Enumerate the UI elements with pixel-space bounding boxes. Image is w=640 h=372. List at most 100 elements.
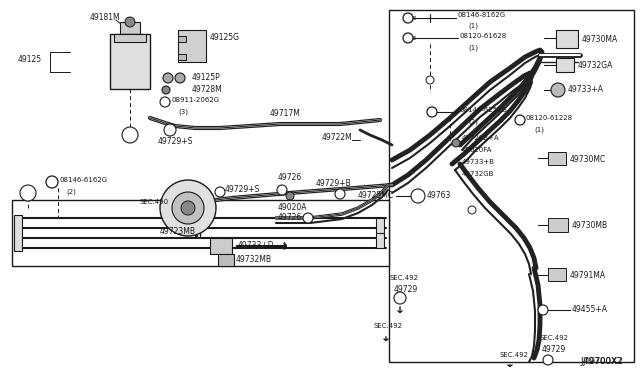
Text: 08146-6162G: 08146-6162G <box>60 177 108 183</box>
Text: SEC.492: SEC.492 <box>500 352 529 358</box>
Circle shape <box>551 83 565 97</box>
Bar <box>548 218 568 232</box>
Bar <box>178 30 206 62</box>
Text: 49728M: 49728M <box>192 86 223 94</box>
Bar <box>120 22 140 34</box>
Text: 49732MB: 49732MB <box>236 256 272 264</box>
Text: 49723MB: 49723MB <box>160 228 196 237</box>
Circle shape <box>172 192 204 224</box>
Text: 49725MC: 49725MC <box>358 192 394 201</box>
Text: J49700X2: J49700X2 <box>580 357 623 366</box>
Circle shape <box>426 76 434 84</box>
Text: B: B <box>48 180 52 185</box>
Text: 08120-61228: 08120-61228 <box>526 115 573 121</box>
Text: 49729: 49729 <box>394 285 419 295</box>
Circle shape <box>335 189 345 199</box>
Circle shape <box>303 213 313 223</box>
Circle shape <box>394 292 406 304</box>
Text: 08146-6252G: 08146-6252G <box>460 107 508 113</box>
Circle shape <box>277 185 287 195</box>
Text: 49733+D: 49733+D <box>238 241 275 250</box>
Text: 49722M: 49722M <box>322 134 353 142</box>
Text: SEC.492: SEC.492 <box>390 275 419 281</box>
Text: 49730MC: 49730MC <box>570 154 606 164</box>
Bar <box>12 200 389 266</box>
Bar <box>389 10 634 362</box>
Circle shape <box>175 73 185 83</box>
Bar <box>556 58 574 72</box>
Circle shape <box>122 127 138 143</box>
Text: 49020FA: 49020FA <box>462 147 492 153</box>
Text: 49729+B: 49729+B <box>316 180 352 189</box>
Bar <box>178 54 186 60</box>
Text: 49181M: 49181M <box>90 13 120 22</box>
Text: 49729+S: 49729+S <box>158 138 193 147</box>
Text: 49717M: 49717M <box>270 109 301 119</box>
Text: 49763: 49763 <box>427 192 451 201</box>
Circle shape <box>163 73 173 83</box>
Text: 49728B+A: 49728B+A <box>462 135 500 141</box>
Text: 49729: 49729 <box>542 346 566 355</box>
Text: 49125G: 49125G <box>210 33 240 42</box>
Text: J49700X2: J49700X2 <box>582 357 622 366</box>
Circle shape <box>403 33 413 43</box>
Text: A: A <box>128 132 132 138</box>
Circle shape <box>164 124 176 136</box>
Text: 08146-8162G: 08146-8162G <box>458 12 506 18</box>
Text: 49730MA: 49730MA <box>582 35 618 45</box>
Text: 49791MA: 49791MA <box>570 270 606 279</box>
Text: 49125: 49125 <box>18 55 42 64</box>
Text: 49125P: 49125P <box>192 74 221 83</box>
Circle shape <box>543 355 553 365</box>
Circle shape <box>160 180 216 236</box>
Text: SEC.492: SEC.492 <box>374 323 403 329</box>
Text: B: B <box>411 16 415 20</box>
Bar <box>210 238 232 254</box>
Text: 08120-61628: 08120-61628 <box>460 33 508 39</box>
Circle shape <box>468 206 476 214</box>
Circle shape <box>452 139 460 147</box>
Bar <box>548 268 566 281</box>
Text: (2): (2) <box>468 119 478 125</box>
Text: B: B <box>518 118 522 122</box>
Circle shape <box>162 86 170 94</box>
Bar <box>14 215 22 251</box>
Circle shape <box>46 176 58 188</box>
Text: B: B <box>411 35 415 41</box>
Bar <box>556 30 578 48</box>
Text: 49733+A: 49733+A <box>568 86 604 94</box>
Bar <box>548 152 566 165</box>
Text: SEC.492: SEC.492 <box>540 335 569 341</box>
Circle shape <box>538 305 548 315</box>
Text: N: N <box>161 99 165 105</box>
Text: 49020A: 49020A <box>278 202 307 212</box>
Text: (1): (1) <box>468 45 478 51</box>
Bar <box>114 34 146 42</box>
Circle shape <box>215 187 225 197</box>
Circle shape <box>286 192 294 200</box>
Text: 49732GB: 49732GB <box>462 171 494 177</box>
Circle shape <box>411 189 425 203</box>
Circle shape <box>515 115 525 125</box>
Circle shape <box>403 13 413 23</box>
Bar <box>376 233 384 248</box>
Text: 49729+S: 49729+S <box>225 186 260 195</box>
Bar <box>178 36 186 42</box>
Bar <box>218 254 234 266</box>
Text: 49726: 49726 <box>278 173 302 183</box>
Text: 08911-2062G: 08911-2062G <box>172 97 220 103</box>
Text: (1): (1) <box>468 23 478 29</box>
Text: B: B <box>26 190 30 196</box>
Text: (2): (2) <box>66 189 76 195</box>
Text: (3): (3) <box>178 109 188 115</box>
Text: B: B <box>430 109 434 115</box>
Circle shape <box>181 201 195 215</box>
Circle shape <box>160 97 170 107</box>
Bar <box>376 218 384 233</box>
Text: (1): (1) <box>534 127 544 133</box>
Text: 49726: 49726 <box>278 214 302 222</box>
Text: 49732GA: 49732GA <box>578 61 613 71</box>
Text: 49733+B: 49733+B <box>462 159 495 165</box>
Text: SEC.490: SEC.490 <box>140 199 169 205</box>
Text: 49455+A: 49455+A <box>572 305 608 314</box>
